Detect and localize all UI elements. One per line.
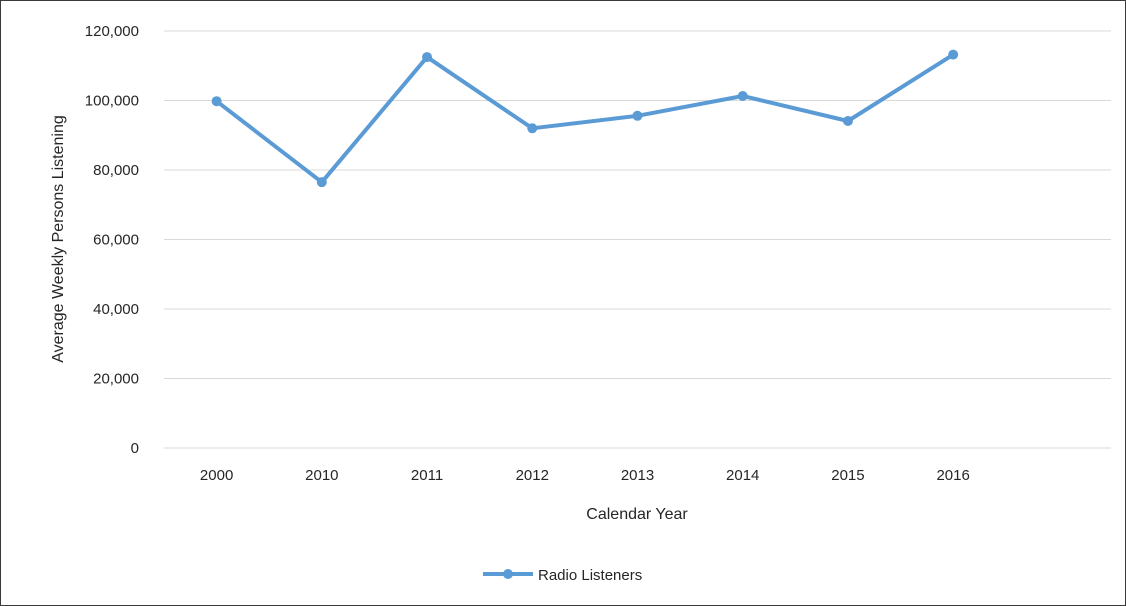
x-tick-label: 2016 xyxy=(936,467,969,484)
y-tick-label: 120,000 xyxy=(85,23,139,40)
legend-point-marker xyxy=(503,569,513,579)
y-tick-label: 40,000 xyxy=(93,301,139,318)
y-tick-label: 0 xyxy=(131,440,139,457)
data-point xyxy=(948,49,959,60)
data-point xyxy=(422,52,433,63)
data-point xyxy=(737,90,748,101)
y-axis-title: Average Weekly Persons Listening xyxy=(50,115,67,363)
legend: Radio Listeners xyxy=(483,567,642,584)
series-line xyxy=(214,52,956,185)
gridlines xyxy=(164,30,1111,449)
data-series xyxy=(211,49,959,188)
y-tick-label: 60,000 xyxy=(93,232,139,249)
x-tick-label: 2013 xyxy=(621,467,654,484)
x-tick-label: 2010 xyxy=(305,467,338,484)
x-tick-label: 2014 xyxy=(726,467,759,484)
y-tick-label: 20,000 xyxy=(93,371,139,388)
y-tick-label: 80,000 xyxy=(93,162,139,179)
x-tick-label: 2012 xyxy=(516,467,549,484)
data-point xyxy=(842,116,853,127)
data-point xyxy=(632,110,643,121)
x-axis-tick-labels: 2000 2010 2011 2012 2013 2014 2015 2016 xyxy=(200,467,970,484)
y-axis-tick-labels: 0 20,000 40,000 60,000 80,000 100,000 120,000 xyxy=(85,23,139,457)
legend-label: Radio Listeners xyxy=(538,567,642,584)
x-tick-label: 2011 xyxy=(411,467,443,484)
y-tick-label: 100,000 xyxy=(85,93,139,110)
x-axis-title: Calendar Year xyxy=(586,506,688,523)
data-point xyxy=(527,123,538,134)
x-tick-label: 2015 xyxy=(831,467,864,484)
x-tick-label: 2000 xyxy=(200,467,233,484)
data-point xyxy=(316,177,327,188)
data-point xyxy=(211,96,222,107)
